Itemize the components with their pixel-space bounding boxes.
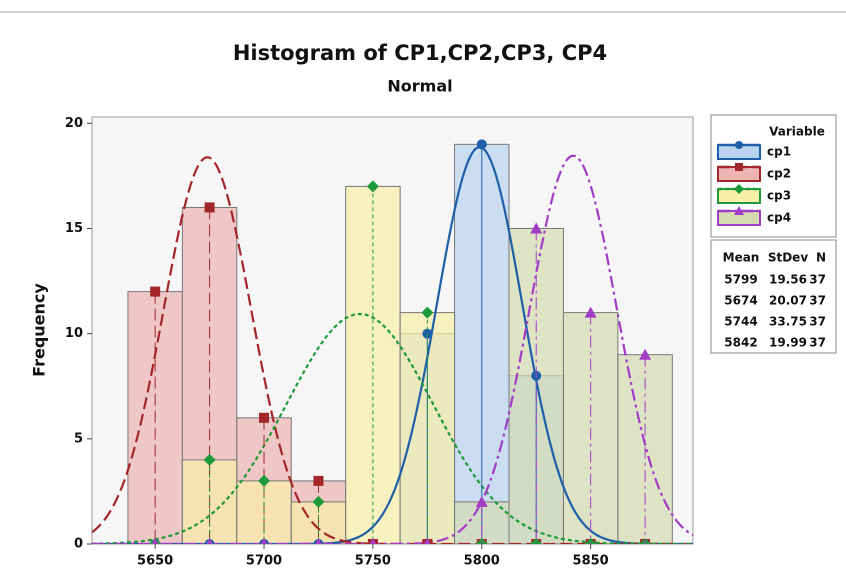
legend-label: cp2 [767,167,791,181]
legend-marker [734,206,744,215]
table-cell: 19.99 [769,336,807,350]
marker [584,306,597,318]
y-tick-label: 15 [65,221,83,236]
table-header: StDev [768,251,808,265]
marker [366,180,379,193]
marker [315,538,322,544]
legend-marker [735,163,743,171]
y-tick-label: 10 [65,326,83,341]
table-cell: 20.07 [769,294,807,308]
table-cell: 37 [809,294,826,308]
table-cell: 5744 [724,315,757,329]
table-cell: 5842 [724,336,757,350]
x-tick-label: 5800 [464,554,500,569]
marker [258,474,271,487]
marker [424,538,431,544]
marker [530,222,543,234]
marker [530,538,543,544]
marker [203,453,216,466]
marker [206,538,213,544]
marker [312,495,325,508]
x-tick-label: 5750 [355,554,391,569]
table-cell: 19.56 [769,273,807,287]
y-tick-label: 20 [65,116,83,131]
marker [150,286,161,297]
y-axis-label: Frequency [30,283,49,377]
y-tick-label: 0 [74,537,83,552]
marker [584,538,597,544]
normal-fit [92,146,693,544]
legend-label: cp1 [767,145,791,159]
plot-layer [92,139,693,544]
legend-marker [734,184,744,194]
table-cell: 33.75 [769,315,807,329]
table-cell: 37 [809,336,826,350]
x-tick-label: 5650 [137,554,173,569]
normal-fit [92,154,693,544]
chart-title: Histogram of CP1,CP2,CP3, CP4 [233,41,607,65]
normal-fit [92,312,693,544]
marker [421,306,434,319]
legend-label: cp3 [767,189,791,203]
table-cell: 37 [809,273,826,287]
marker [151,538,159,544]
marker [475,495,488,507]
x-tick-label: 5850 [573,554,609,569]
marker [476,139,487,150]
y-tick-label: 5 [74,431,83,446]
table-header: Mean [723,251,760,265]
table-cell: 37 [809,315,826,329]
x-tick-label: 5700 [246,554,282,569]
marker [369,538,377,544]
table-cell: 5799 [724,273,757,287]
table-cell: 5674 [724,294,757,308]
stats-table-box [710,239,837,354]
marker [260,538,268,544]
marker [313,475,324,486]
chart-subtitle: Normal [387,77,452,96]
legend-title: Variable [769,125,825,139]
legend-marker [735,141,743,149]
marker [259,412,270,423]
table-header: N [816,251,826,265]
marker [204,202,215,213]
legend-label: cp4 [767,211,791,225]
marker [639,348,652,360]
